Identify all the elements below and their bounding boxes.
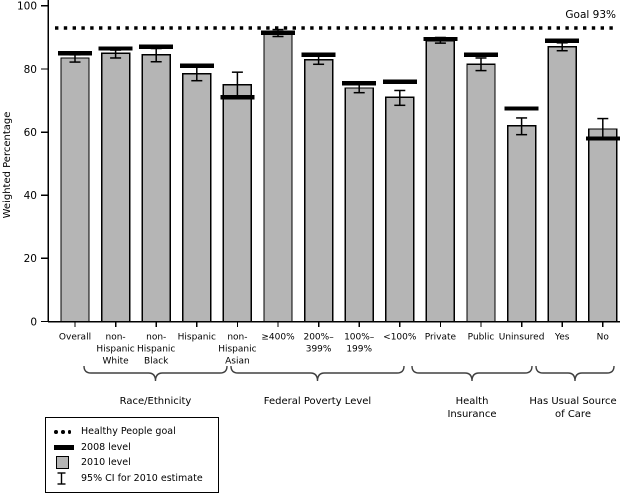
category-label: 200%– [303, 333, 334, 343]
bar-2010 [263, 32, 293, 323]
y-tick-label: 20 [24, 253, 37, 265]
legend-box: Healthy People goal 2008 level 2010 leve… [45, 417, 219, 493]
category-label: Hispanic [137, 345, 175, 355]
y-tick-label: 80 [24, 64, 37, 76]
mark-2008 [545, 38, 580, 43]
category-label: 399% [306, 345, 332, 355]
bar-2010 [222, 84, 253, 323]
category-label: Hispanic [96, 345, 134, 355]
category-label: White [103, 357, 130, 367]
mark-2008 [464, 52, 498, 58]
mark-2008 [382, 79, 417, 84]
legend-label-goal: Healthy People goal [81, 426, 176, 438]
category-label: <100% [383, 333, 417, 343]
group-label: Race/Ethnicity [120, 396, 192, 407]
level-2008-icon [54, 445, 74, 450]
bar-2010 [303, 58, 334, 323]
legend-item-2010: 2010 level [54, 455, 214, 471]
category-label: No [597, 333, 610, 343]
bar-2010 [60, 57, 90, 323]
error-bar-icon [54, 471, 74, 486]
group-brace [230, 365, 405, 382]
y-tick-label: 0 [30, 316, 37, 328]
legend-item-goal: Healthy People goal [54, 424, 214, 440]
category-label: Overall [59, 333, 91, 343]
legend-label-2010: 2010 level [81, 457, 131, 469]
bar-2010 [547, 46, 577, 323]
group-label: of Care [555, 409, 591, 420]
group-brace [535, 365, 615, 382]
legend-item-2008: 2008 level [54, 440, 214, 456]
dotted-line-icon [54, 429, 74, 434]
category-label: Hispanic [178, 333, 216, 343]
legend-item-ci: 95% CI for 2010 estimate [54, 471, 214, 487]
mark-2008 [179, 63, 214, 69]
group-label: Federal Poverty Level [264, 396, 371, 407]
category-label: Uninsured [499, 333, 545, 343]
bar-2010 [385, 96, 415, 323]
group-brace [83, 365, 228, 382]
group-label: Insurance [447, 409, 496, 420]
bar-2010 [506, 125, 537, 323]
level-2010-swatch [54, 456, 74, 470]
y-tick-label: 60 [24, 127, 37, 139]
bar-2010 [425, 39, 456, 323]
bar-2010 [588, 128, 618, 323]
group-label: Has Usual Source [529, 396, 616, 407]
category-label: Yes [554, 333, 570, 343]
mark-2008 [98, 46, 133, 51]
mark-2008 [58, 51, 92, 56]
goal-line-label: Goal 93% [565, 9, 616, 21]
category-label: non- [146, 333, 166, 343]
category-label: ≥400% [261, 333, 295, 343]
legend-label-ci: 95% CI for 2010 estimate [81, 472, 203, 484]
group-label: Health [456, 396, 489, 407]
bar-2010 [182, 73, 212, 323]
category-label: non- [227, 333, 247, 343]
mark-2008 [139, 44, 174, 50]
category-label: Asian [225, 357, 250, 367]
y-tick-label: 100 [17, 1, 37, 13]
category-label: non- [106, 333, 126, 343]
mark-2008 [504, 106, 539, 111]
category-label: Private [425, 333, 457, 343]
legend-label-2008: 2008 level [81, 441, 131, 453]
category-label: 100%– [344, 333, 375, 343]
bar-2010 [141, 54, 171, 323]
category-label: Black [144, 357, 169, 367]
bar-2010 [100, 52, 131, 323]
group-brace [411, 365, 533, 382]
y-tick-label: 40 [24, 190, 37, 202]
category-label: Public [468, 333, 495, 343]
bar-2010 [466, 63, 496, 323]
category-label: Hispanic [218, 345, 256, 355]
y-axis-title: Weighted Percentage [2, 111, 13, 219]
category-label: 199% [346, 345, 372, 355]
bar-2010 [344, 87, 374, 323]
